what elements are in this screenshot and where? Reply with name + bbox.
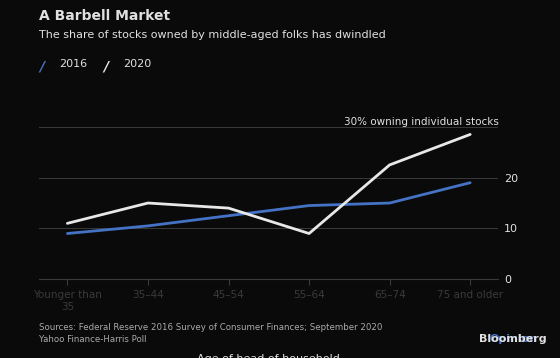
Text: /: /	[104, 59, 109, 73]
Text: 30% owning individual stocks: 30% owning individual stocks	[343, 117, 498, 127]
Text: 2016: 2016	[59, 59, 87, 69]
Text: The share of stocks owned by middle-aged folks has dwindled: The share of stocks owned by middle-aged…	[39, 30, 386, 40]
Text: A Barbell Market: A Barbell Market	[39, 9, 170, 23]
Text: /: /	[39, 59, 44, 73]
Text: Sources: Federal Reserve 2016 Survey of Consumer Finances; September 2020
Yahoo : Sources: Federal Reserve 2016 Survey of …	[39, 323, 382, 344]
Text: 2020: 2020	[123, 59, 151, 69]
X-axis label: Age of head of household: Age of head of household	[197, 354, 340, 358]
Text: Bloomberg: Bloomberg	[479, 334, 547, 344]
Text: Opinion: Opinion	[489, 334, 538, 344]
